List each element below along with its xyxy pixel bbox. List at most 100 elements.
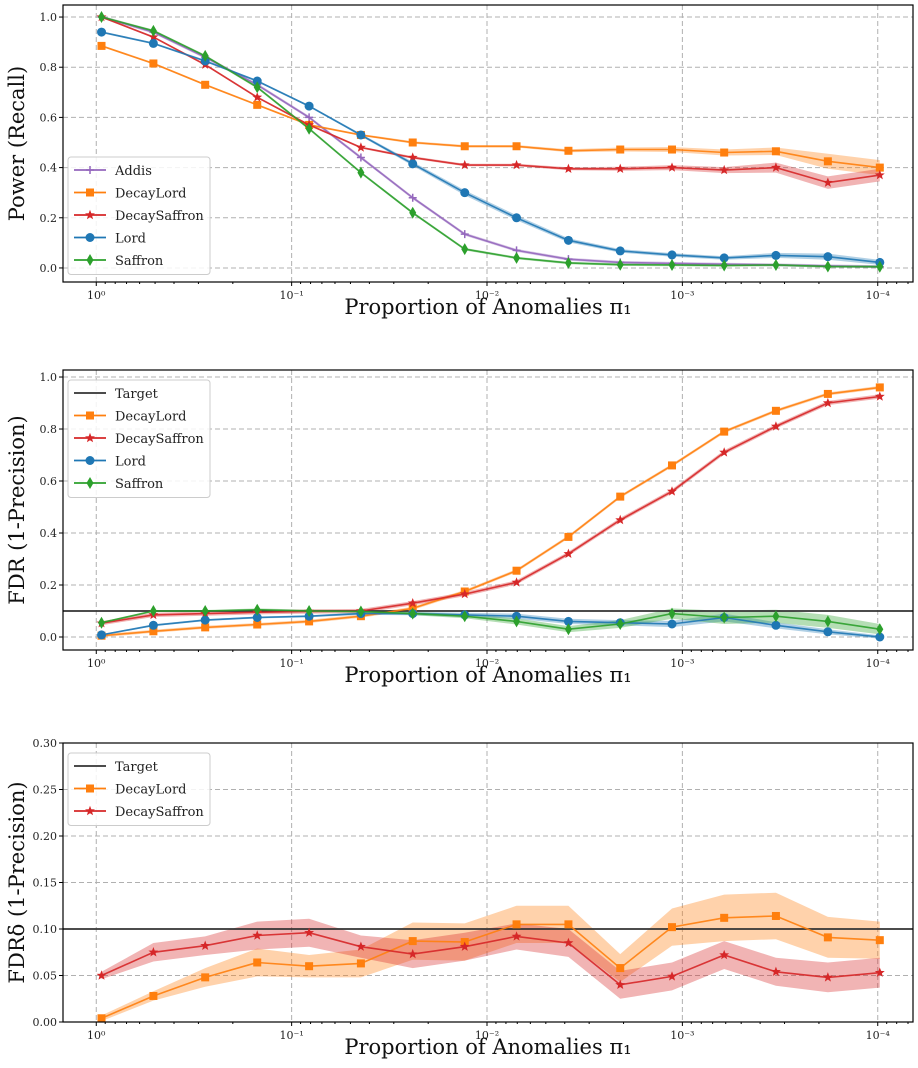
data-point-Saffron	[461, 243, 469, 256]
data-point-Lord	[667, 250, 677, 260]
data-point-DecaySaffron	[511, 159, 522, 170]
legend-marker	[86, 784, 94, 793]
data-point-Lord	[719, 253, 729, 263]
confidence-band-Saffron	[101, 15, 880, 268]
series-line-DecaySaffron	[101, 16, 880, 184]
data-point-DecaySaffron	[874, 391, 885, 401]
confidence-band-Addis	[101, 15, 880, 269]
legend-label: Saffron	[115, 254, 164, 269]
data-point-DecayLord	[253, 100, 262, 109]
data-point-DecaySaffron	[770, 421, 781, 431]
y-tick-label: 0.0	[40, 262, 58, 275]
subplot-3: 10⁰ 10⁻¹ 10⁻² 10⁻³ 10⁻⁴ 0.00 0.05 0.10 0.15 0.20 0…	[5, 737, 914, 1059]
data-point-DecayLord	[97, 1014, 106, 1023]
data-point-DecayLord	[408, 138, 417, 147]
data-point-DecayLord	[97, 41, 106, 50]
data-point-Lord	[356, 130, 366, 140]
x-tick-label: 10⁻²	[475, 657, 499, 670]
data-point-Saffron	[253, 603, 261, 616]
series-line-DecayLord	[101, 45, 880, 169]
data-point-DecaySaffron	[719, 949, 730, 960]
x-tick-label: 10⁻⁴	[866, 1029, 891, 1042]
data-point-DecayLord	[201, 623, 210, 632]
y-tick-label: 0.30	[33, 737, 58, 750]
data-point-DecaySaffron	[407, 152, 418, 162]
series-line-Lord	[101, 612, 880, 638]
confidence-band-Lord	[101, 612, 880, 639]
legend-label: Addis	[114, 164, 152, 179]
data-point-DecayLord	[512, 566, 521, 575]
data-point-Saffron	[616, 258, 624, 271]
x-axis-label: Proportion of Anomalies π₁	[344, 1035, 631, 1059]
legend-marker	[86, 254, 94, 266]
data-point-DecayLord	[201, 80, 210, 89]
legend-label: DecayLord	[115, 410, 187, 425]
data-point-Saffron	[305, 605, 313, 618]
y-axis-label: Power (Recall)	[5, 66, 29, 221]
data-point-DecaySaffron	[148, 947, 159, 957]
data-point-Saffron	[772, 610, 780, 623]
y-axis-label: FDRδ (1-Precision)	[5, 781, 29, 983]
data-point-DecayLord	[616, 492, 625, 501]
x-tick-label: 10⁻³	[670, 657, 694, 670]
series-line-Saffron	[101, 608, 880, 631]
data-point-Saffron	[305, 122, 313, 135]
data-point-Saffron	[149, 24, 157, 37]
series-line-DecaySaffron	[101, 931, 880, 986]
legend-marker	[85, 432, 95, 443]
data-point-DecayLord	[616, 964, 625, 973]
series-line-DecaySaffron	[101, 395, 880, 624]
data-point-Saffron	[616, 618, 624, 631]
data-point-Lord	[304, 101, 314, 111]
confidence-band-DecaySaffron	[101, 16, 880, 189]
x-tick-label: 10⁰	[87, 1029, 106, 1042]
data-point-DecaySaffron	[615, 514, 626, 525]
data-point-DecayLord	[305, 617, 314, 626]
data-point-Lord	[771, 620, 781, 630]
data-point-Saffron	[720, 611, 728, 624]
data-point-Saffron	[772, 258, 780, 271]
data-point-Lord	[563, 616, 573, 626]
data-point-DecayLord	[771, 147, 780, 156]
y-tick-label: 0.05	[33, 970, 58, 983]
data-point-Saffron	[357, 605, 365, 618]
data-point-DecayLord	[512, 920, 521, 929]
data-point-DecayLord	[668, 145, 677, 154]
legend-label: DecaySaffron	[115, 432, 204, 447]
data-point-Saffron	[564, 623, 572, 636]
data-point-Saffron	[357, 166, 365, 179]
y-tick-label: 0.4	[40, 527, 58, 540]
y-tick-label: 0.6	[40, 475, 58, 488]
data-point-Saffron	[98, 616, 106, 629]
axes-frame	[62, 369, 914, 651]
data-point-DecayLord	[408, 937, 417, 946]
data-point-Lord	[408, 159, 418, 169]
x-tick-label: 10⁻³	[670, 289, 694, 302]
data-point-DecaySaffron	[200, 940, 211, 950]
data-point-Saffron	[409, 607, 417, 620]
data-point-DecaySaffron	[874, 967, 885, 977]
data-point-DecaySaffron	[511, 931, 522, 941]
y-tick-label: 0.10	[33, 923, 58, 936]
data-point-DecaySaffron	[563, 937, 574, 948]
legend: Target DecayLord DecaySaffron Lord Saffron	[67, 379, 211, 498]
data-point-DecayLord	[305, 962, 314, 971]
legend: Target DecayLord DecaySaffron	[67, 752, 211, 826]
data-point-DecayLord	[875, 936, 884, 945]
axes-frame	[62, 4, 914, 283]
data-point-Saffron	[149, 605, 157, 618]
legend-marker	[85, 233, 95, 242]
data-point-DecaySaffron	[459, 159, 470, 170]
data-point-DecayLord	[616, 145, 625, 154]
data-point-Saffron	[876, 260, 884, 273]
data-point-Lord	[252, 76, 262, 86]
data-point-DecaySaffron	[304, 927, 315, 937]
data-point-DecayLord	[253, 958, 262, 967]
data-point-DecayLord	[875, 383, 884, 392]
data-point-Saffron	[564, 256, 572, 269]
legend-label: Saffron	[115, 477, 164, 492]
data-point-DecayLord	[668, 461, 677, 470]
x-axis-label: Proportion of Anomalies π₁	[344, 295, 631, 319]
y-tick-label: 0.0	[40, 631, 58, 644]
